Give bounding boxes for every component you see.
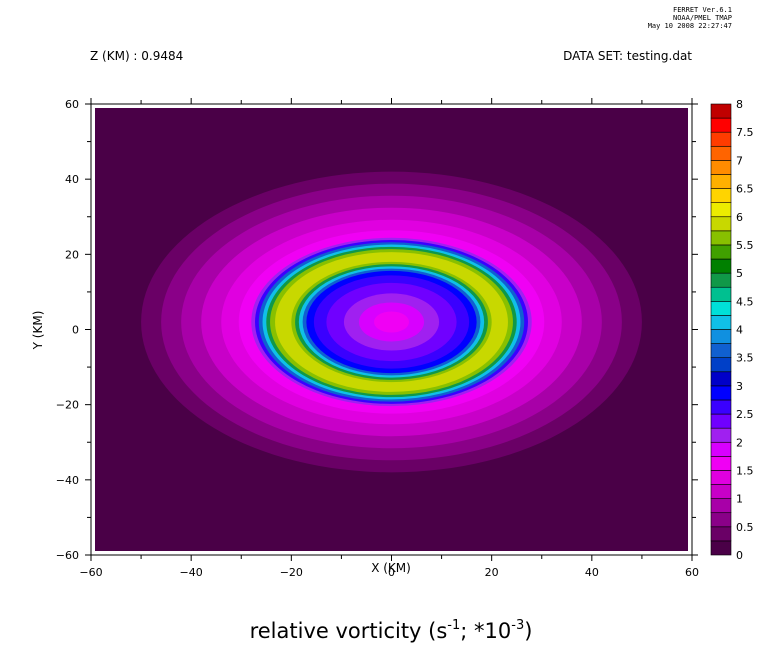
colorbar-swatch [710, 512, 732, 528]
colorbar-label: 0 [736, 549, 743, 562]
x-tick-label: −40 [180, 566, 203, 579]
y-tick-label: −20 [56, 399, 79, 412]
colorbar-swatch [710, 385, 732, 401]
colorbar-label: 4 [736, 324, 743, 337]
colorbar-swatch [710, 145, 732, 161]
colorbar-swatch [710, 399, 732, 415]
colorbar-swatch [710, 343, 732, 358]
colorbar-label: 6.5 [736, 183, 754, 196]
colorbar-swatch [710, 216, 732, 232]
colorbar-swatch [710, 315, 732, 330]
colorbar-label: 2 [736, 436, 743, 449]
colorbar-label: 7.5 [736, 126, 754, 139]
colorbar-swatch [710, 103, 732, 119]
colorbar-swatch [710, 470, 732, 485]
x-tick-label: −20 [280, 566, 303, 579]
y-tick-label: −60 [56, 549, 79, 562]
plot-area [95, 108, 688, 551]
colorbar-swatch [710, 456, 732, 471]
stamp-line-1: FERRET Ver.6.1 [673, 6, 732, 14]
stamp-line-2: NOAA/PMEL TMAP [673, 14, 732, 22]
colorbar-label: 5 [736, 267, 743, 280]
y-tick-label: 60 [65, 98, 79, 111]
x-tick-label: 60 [685, 566, 699, 579]
title-main: relative vorticity (s [250, 619, 448, 643]
dataset-label: DATA SET: testing.dat [563, 49, 692, 63]
colorbar-swatch [710, 131, 732, 147]
colorbar-swatch [710, 413, 732, 429]
colorbar-label: 1.5 [736, 464, 754, 477]
colorbar-label: 4.5 [736, 295, 754, 308]
colorbar-swatch [710, 329, 732, 344]
colorbar-swatch [710, 484, 732, 499]
colorbar-label: 3 [736, 380, 743, 393]
colorbar-swatch [710, 202, 732, 218]
colorbar-label: 0.5 [736, 521, 754, 534]
colorbar-label: 5.5 [736, 239, 754, 252]
y-tick-label: 20 [65, 248, 79, 261]
title-middle: ; *10 [460, 619, 511, 643]
title-exponent-2: -3 [511, 618, 524, 633]
colorbar-label: 8 [736, 98, 743, 111]
colorbar-swatch [710, 230, 732, 246]
colorbar-swatch [710, 526, 732, 542]
y-tick-label: −40 [56, 474, 79, 487]
y-axis-label: Y (KM) [31, 311, 45, 351]
colorbar-swatch [710, 258, 732, 274]
x-tick-label: 0 [388, 566, 395, 579]
chart-title: relative vorticity (s-1; *10-3) [250, 618, 533, 643]
colorbar-label: 2.5 [736, 408, 754, 421]
colorbar-swatch [710, 301, 732, 316]
axes: −60 −40 −20 0 20 40 60 −60 −40 −20 0 20 40 60 [56, 98, 699, 579]
colorbar-swatch [710, 272, 732, 288]
colorbar-swatch [710, 117, 732, 133]
colorbar-swatch [710, 371, 732, 387]
title-exponent-1: -1 [447, 618, 460, 633]
colorbar-label: 7 [736, 154, 743, 167]
colorbar-label: 1 [736, 493, 743, 506]
colorbar-swatch [710, 357, 732, 373]
colorbar-swatch [710, 174, 732, 189]
colorbar-swatch [710, 188, 732, 203]
y-tick-label: 0 [72, 324, 79, 337]
colorbar-swatch [710, 427, 732, 443]
title-end: ) [524, 619, 532, 643]
colorbar-label: 3.5 [736, 352, 754, 365]
colorbar-swatch [710, 441, 732, 457]
x-tick-label: 40 [585, 566, 599, 579]
y-tick-label: 40 [65, 173, 79, 186]
colorbar-swatch [710, 498, 732, 514]
stamp-line-3: May 10 2008 22:27:47 [648, 22, 732, 30]
colorbar-swatch [710, 540, 732, 556]
contour-fills [141, 171, 642, 473]
x-axis-label: X (KM) [371, 561, 411, 575]
contour-band [373, 311, 410, 333]
colorbar-swatch [710, 160, 732, 175]
colorbar-swatch [710, 286, 732, 302]
colorbar-label: 6 [736, 211, 743, 224]
z-level-label: Z (KM) : 0.9484 [90, 49, 183, 63]
colorbar-swatch [710, 244, 732, 260]
colorbar: 0 0.5 1 1.5 2 2.5 3 3.5 4 4.5 5 5.5 6 6.5 7 7.5 8 [710, 98, 754, 562]
x-tick-label: 20 [485, 566, 499, 579]
x-tick-label: −60 [79, 566, 102, 579]
